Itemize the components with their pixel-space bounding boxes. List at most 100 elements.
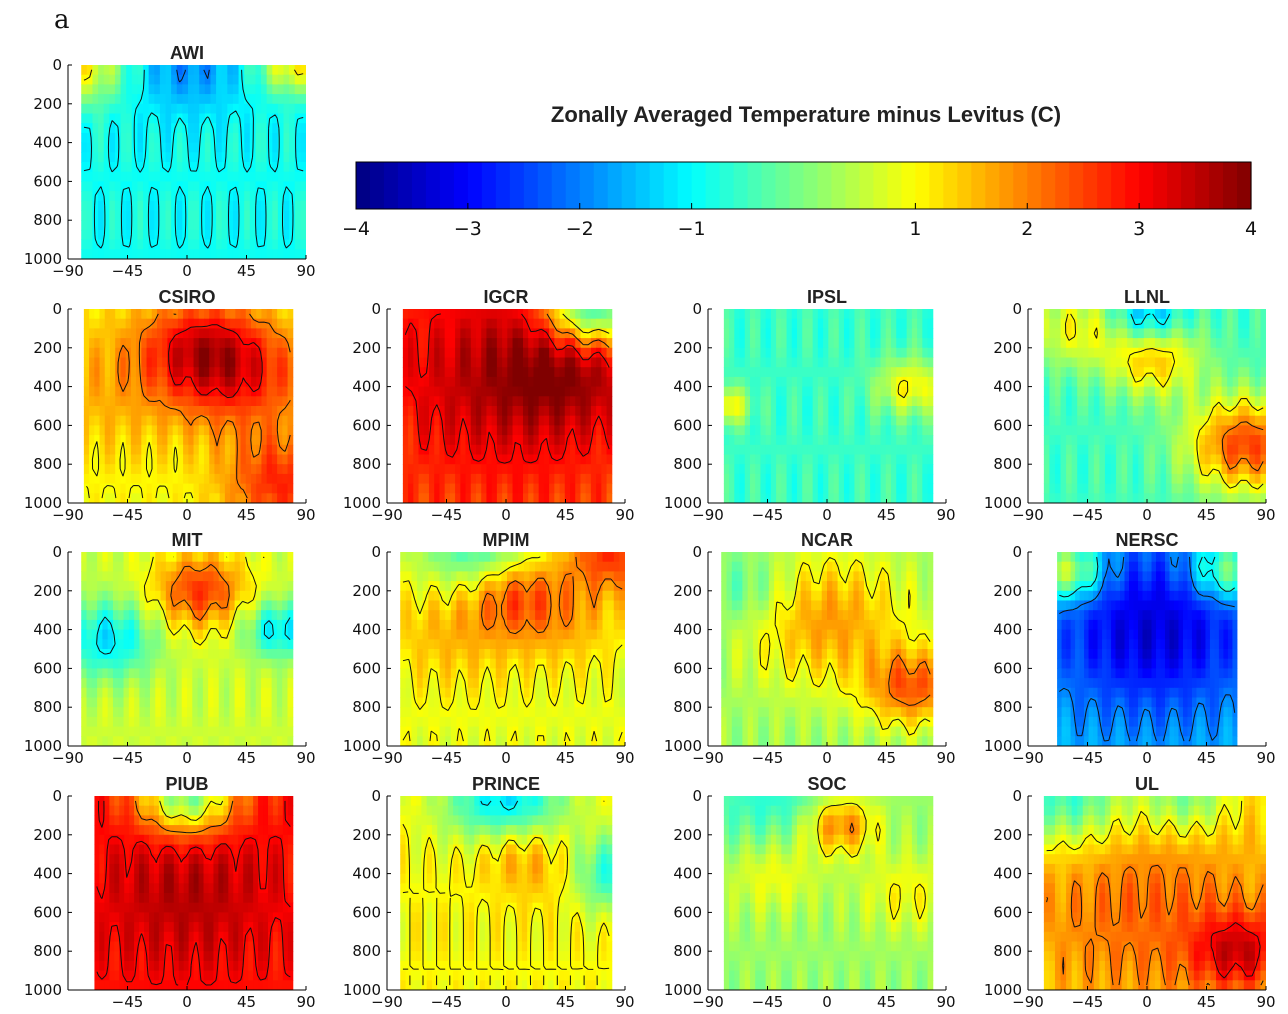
heatmap-cell [885, 357, 892, 368]
panel-title: IGCR [484, 287, 529, 307]
heatmap-cell [213, 697, 220, 708]
heatmap-cell [154, 103, 161, 114]
heatmap-cell [601, 328, 608, 339]
heatmap-cell [144, 707, 151, 718]
heatmap-cell [120, 444, 127, 455]
heatmap-cell [1249, 367, 1256, 378]
x-tick-label: 90 [296, 262, 315, 280]
heatmap-cell [230, 386, 236, 397]
heatmap-cell [99, 347, 106, 358]
heatmap-cell [266, 483, 273, 494]
heatmap-cell [271, 406, 278, 417]
heatmap-cell [118, 678, 125, 689]
heatmap-cell [287, 367, 294, 378]
heatmap-cell [1043, 396, 1050, 407]
heatmap-cell [239, 590, 246, 601]
heatmap-cell [240, 318, 247, 329]
heatmap-cell [91, 726, 98, 737]
heatmap-cell [807, 318, 814, 329]
heatmap-cell [760, 357, 767, 368]
heatmap-cell [460, 386, 467, 397]
heatmap-cell [486, 338, 493, 349]
heatmap-cell [517, 454, 524, 465]
heatmap-cell [160, 668, 167, 679]
heatmap-cell [156, 444, 163, 455]
heatmap-cell [240, 367, 247, 378]
x-tick-label: 45 [877, 506, 896, 524]
heatmap-cell [559, 473, 566, 485]
heatmap-cell [202, 658, 209, 669]
heatmap-cell [1182, 357, 1189, 368]
heatmap-cell [107, 581, 114, 592]
heatmap-cell [1254, 328, 1261, 339]
heatmap-cell [261, 619, 267, 631]
heatmap-cell [770, 386, 777, 397]
heatmap-cell [528, 318, 534, 329]
heatmap-cell [812, 396, 819, 407]
heatmap-cell [475, 396, 482, 407]
heatmap-cell [171, 171, 178, 182]
heatmap-cell [906, 367, 913, 378]
heatmap-cell [230, 483, 236, 494]
heatmap-cell [1182, 435, 1189, 446]
heatmap-cell [843, 444, 850, 455]
heatmap-cell [739, 357, 746, 368]
heatmap-cell [502, 376, 508, 388]
heatmap-cell [131, 220, 138, 231]
heatmap-cell [148, 249, 155, 259]
heatmap-cell [596, 435, 602, 446]
heatmap-cell [812, 318, 819, 329]
heatmap-cell [251, 444, 257, 455]
heatmap-cell [120, 338, 127, 349]
heatmap-cell [1227, 483, 1234, 494]
heatmap-cell [875, 396, 882, 407]
heatmap-cell [413, 309, 420, 320]
heatmap-cell [89, 338, 95, 349]
heatmap-cell [1221, 464, 1228, 475]
heatmap-cell [1182, 376, 1189, 388]
heatmap-cell [91, 610, 98, 621]
heatmap-cell [755, 406, 761, 417]
heatmap-cell [282, 318, 289, 329]
heatmap-cell [210, 94, 217, 105]
heatmap-cell [512, 386, 519, 397]
heatmap-cell [139, 726, 146, 737]
heatmap-cell [1154, 396, 1161, 407]
heatmap-cell [126, 152, 133, 163]
heatmap-cell [282, 707, 288, 718]
heatmap-cell [1138, 473, 1145, 485]
heatmap-cell [917, 367, 923, 378]
heatmap-cell [1054, 376, 1062, 388]
heatmap-cell [120, 357, 127, 368]
heatmap-cell [496, 347, 503, 358]
heatmap-cell [224, 328, 231, 339]
heatmap-cell [208, 619, 214, 631]
heatmap-cell [596, 493, 602, 503]
heatmap-cell [770, 367, 777, 378]
heatmap-cell [1260, 435, 1266, 446]
heatmap-cell [449, 454, 456, 465]
heatmap-cell [1077, 357, 1084, 368]
heatmap-cell [418, 483, 425, 494]
heatmap-cell [149, 571, 156, 582]
heatmap-cell [109, 367, 116, 378]
heatmap-cell [828, 376, 835, 388]
heatmap-cell [911, 483, 918, 494]
heatmap-cell [1254, 415, 1261, 426]
heatmap-cell [251, 328, 257, 339]
heatmap-cell [107, 552, 114, 563]
heatmap-cell [428, 328, 435, 339]
heatmap-cell [283, 210, 290, 221]
heatmap-cell [817, 386, 824, 397]
heatmap-cell [238, 152, 245, 163]
heatmap-cell [1116, 454, 1123, 465]
heatmap-cell [136, 425, 142, 436]
heatmap-cell [125, 318, 132, 329]
heatmap-cell [118, 561, 125, 572]
heatmap-cell [81, 716, 88, 728]
heatmap-cell [791, 406, 798, 417]
heatmap-cell [911, 347, 918, 358]
heatmap-cell [781, 464, 788, 475]
heatmap-cell [277, 444, 283, 455]
heatmap-cell [564, 367, 571, 378]
